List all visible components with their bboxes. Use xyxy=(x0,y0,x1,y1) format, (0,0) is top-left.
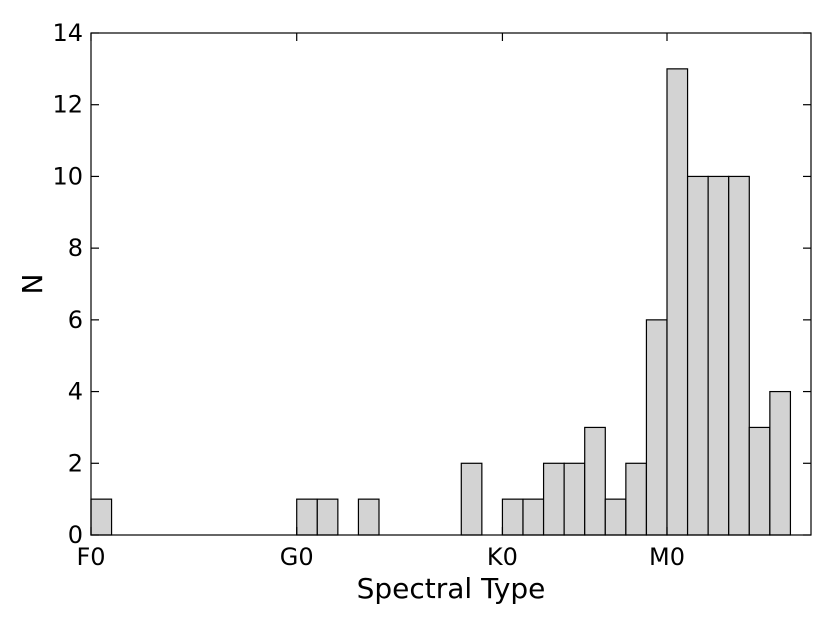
histogram-bar xyxy=(584,426,606,536)
y-tick-label: 10 xyxy=(52,162,83,190)
histogram-bar xyxy=(357,498,380,536)
histogram-bar xyxy=(748,426,771,536)
bars-group xyxy=(90,68,792,536)
y-tick-label: 14 xyxy=(52,19,83,47)
x-tick-label: G0 xyxy=(280,543,314,571)
histogram-bar xyxy=(522,498,545,536)
histogram-bar xyxy=(728,175,750,536)
histogram-bar xyxy=(666,68,689,536)
histogram-bar xyxy=(542,462,565,536)
y-tick-label: 6 xyxy=(68,306,83,334)
y-axis-label: N xyxy=(16,274,49,295)
histogram-bar xyxy=(686,175,709,536)
histogram-bar xyxy=(769,390,792,536)
y-tick-label: 12 xyxy=(52,91,83,119)
histogram-bar xyxy=(707,175,730,536)
histogram-bar xyxy=(460,462,483,536)
y-tick-label: 8 xyxy=(68,234,83,262)
x-axis-label: Spectral Type xyxy=(357,572,546,605)
histogram-bar xyxy=(501,498,524,536)
histogram-bar xyxy=(645,319,668,536)
x-tick-label: K0 xyxy=(487,543,518,571)
histogram-bar xyxy=(90,498,113,536)
histogram-bar xyxy=(563,462,586,536)
ticks-group: F0 G0 K0 M0 0 2 4 6 8 10 12 14 xyxy=(52,19,811,571)
histogram-bar xyxy=(316,498,339,536)
y-tick-label: 4 xyxy=(68,378,83,406)
x-tick-label: F0 xyxy=(76,543,105,571)
y-tick-label: 0 xyxy=(68,521,83,549)
histogram-bar xyxy=(296,498,318,536)
histogram-bar xyxy=(625,462,648,536)
plot-frame xyxy=(90,32,812,536)
y-tick-label: 2 xyxy=(68,449,83,477)
x-tick-label: M0 xyxy=(649,543,685,571)
histogram-bar xyxy=(604,498,627,536)
